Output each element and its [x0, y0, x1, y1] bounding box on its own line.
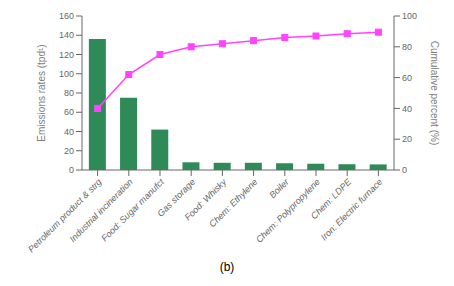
- svg-text:60: 60: [64, 107, 74, 117]
- svg-text:Boiler: Boiler: [267, 176, 291, 200]
- svg-text:Chem: Ethylene: Chem: Ethylene: [207, 177, 259, 229]
- svg-text:0: 0: [69, 165, 74, 175]
- svg-text:0: 0: [402, 165, 407, 175]
- svg-text:20: 20: [64, 146, 74, 156]
- svg-text:120: 120: [59, 50, 74, 60]
- html-text:(b): (b): [219, 260, 235, 274]
- svg-text:80: 80: [402, 42, 412, 52]
- svg-text:140: 140: [59, 30, 74, 40]
- svg-text:20: 20: [402, 134, 412, 144]
- svg-text:60: 60: [402, 73, 412, 83]
- svg-text:Chem: Polypropylene: Chem: Polypropylene: [254, 176, 322, 245]
- svg-text:Gas storage: Gas storage: [155, 176, 198, 219]
- svg-text:Cumulative percent (%): Cumulative percent (%): [429, 41, 440, 145]
- svg-text:80: 80: [64, 88, 74, 98]
- svg-text:160: 160: [59, 11, 74, 21]
- svg-text:Food: Whisky: Food: Whisky: [182, 176, 229, 223]
- svg-text:Food: Sugar manufct: Food: Sugar manufct: [99, 176, 166, 244]
- svg-text:100: 100: [59, 69, 74, 79]
- svg-text:Emissions rates (tpd¹): Emissions rates (tpd¹): [36, 44, 47, 141]
- svg-text:Chem: LDPE: Chem: LDPE: [308, 176, 354, 222]
- svg-text:Iron: Electric furnace: Iron: Electric furnace: [319, 177, 384, 242]
- svg-text:Petroleum product & strg: Petroleum product & strg: [26, 176, 104, 255]
- svg-text:Industrial incineration: Industrial incineration: [67, 176, 135, 245]
- svg-text:100: 100: [402, 11, 417, 21]
- svg-text:40: 40: [64, 127, 74, 137]
- svg-text:40: 40: [402, 104, 412, 114]
